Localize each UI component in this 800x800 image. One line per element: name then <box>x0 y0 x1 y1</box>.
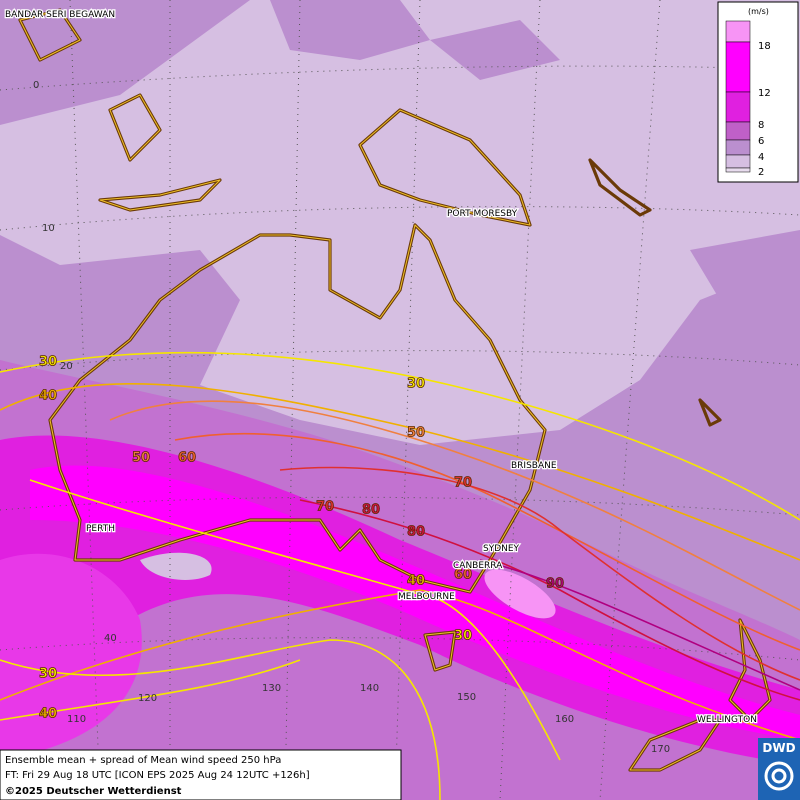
layer: (m/s) 18 12 8 6 4 2 <box>717 1 799 183</box>
map-shape <box>30 465 800 740</box>
contour-label: 60 <box>178 451 196 466</box>
grid-label: 0 <box>33 80 39 91</box>
layer: BANDAR SERI BEGAWAN PORT MORESBY BRISBAN… <box>4 9 758 727</box>
layer <box>18 8 772 772</box>
legend-level: 4 <box>758 152 764 163</box>
map-shape <box>0 659 301 721</box>
legend-level: 18 <box>758 41 771 52</box>
map-element <box>725 91 751 123</box>
footer-line: Ensemble mean + spread of Mean wind spee… <box>5 755 281 766</box>
grid-label: 170 <box>651 744 670 755</box>
grid-label: 40 <box>104 633 117 644</box>
contour-label: 60 <box>454 568 472 583</box>
contour-label: 30 <box>454 629 472 644</box>
legend-level: 12 <box>758 88 771 99</box>
contour-label: 50 <box>407 426 425 441</box>
legend-unit: (m/s) <box>748 7 769 16</box>
map-element <box>725 41 751 93</box>
map-shape <box>174 432 800 651</box>
grid-label: 140 <box>360 683 379 694</box>
map-element <box>725 20 751 43</box>
city-label: WELLINGTON <box>697 715 757 725</box>
map-element <box>764 761 794 791</box>
layer: 30 40 50 60 30 50 70 70 80 80 90 60 40 3… <box>39 354 565 722</box>
contour-label: 30 <box>39 667 57 682</box>
city-label: SYDNEY <box>483 544 520 554</box>
grid-label: 110 <box>67 714 86 725</box>
legend-level: 8 <box>758 120 764 131</box>
layer <box>0 351 800 800</box>
map-element <box>484 569 556 619</box>
contour-label: 80 <box>407 525 425 540</box>
map-shape <box>0 383 800 561</box>
map-element <box>0 749 402 800</box>
logo: DWD <box>762 741 795 755</box>
city-label: MELBOURNE <box>398 592 455 602</box>
map-shape <box>49 224 546 593</box>
map-shape <box>19 9 771 771</box>
city-label: BRISBANE <box>511 461 557 471</box>
legend-level: 6 <box>758 136 764 147</box>
map-shape <box>0 553 142 760</box>
city-label: PERTH <box>86 524 115 534</box>
footer-line: FT: Fri 29 Aug 18 UTC [ICON EPS 2025 Aug… <box>5 770 310 781</box>
map-shape <box>270 0 800 320</box>
city-label: BANDAR SERI BEGAWAN <box>5 10 115 20</box>
grid-label: 120 <box>138 693 157 704</box>
contour-label: 30 <box>39 355 57 370</box>
city-label: PORT MORESBY <box>447 209 518 219</box>
contour-label: 50 <box>132 451 150 466</box>
contour-label: 90 <box>546 577 564 592</box>
map-element <box>771 768 787 784</box>
map-shape <box>0 589 800 741</box>
map-shape <box>279 466 800 681</box>
contour-label: 30 <box>407 377 425 392</box>
map-shape <box>109 400 800 611</box>
grid-label: 160 <box>555 714 574 725</box>
contour-label: 70 <box>454 476 472 491</box>
map-element <box>725 139 751 156</box>
contour-label: 40 <box>407 574 425 589</box>
legend-level: 2 <box>758 167 764 178</box>
grid-label: 10 <box>42 223 55 234</box>
layer: DWD <box>758 738 800 800</box>
grid-label: 20 <box>60 361 73 372</box>
map-shape <box>0 351 800 521</box>
map-shape <box>479 559 800 691</box>
map-element <box>725 167 751 173</box>
grid-label: 130 <box>262 683 281 694</box>
layer: Ensemble mean + spread of Mean wind spee… <box>0 749 402 800</box>
footer-line: ©2025 Deutscher Wetterdienst <box>5 786 182 797</box>
contour-label: 70 <box>316 500 334 515</box>
city-label: CANBERRA <box>453 561 503 571</box>
map-shape <box>29 479 561 761</box>
layer: 0 10 20 40 110 120 130 140 150 160 170 <box>33 80 670 755</box>
contour-label: 40 <box>39 707 57 722</box>
map-shape <box>140 552 212 580</box>
map-shape <box>0 639 441 800</box>
map-element <box>725 154 751 169</box>
map-shape <box>299 499 800 701</box>
contour-label: 40 <box>39 389 57 404</box>
map-element <box>725 121 751 141</box>
grid-label: 150 <box>457 692 476 703</box>
map-shape <box>0 0 800 445</box>
contour-label: 80 <box>362 503 380 518</box>
